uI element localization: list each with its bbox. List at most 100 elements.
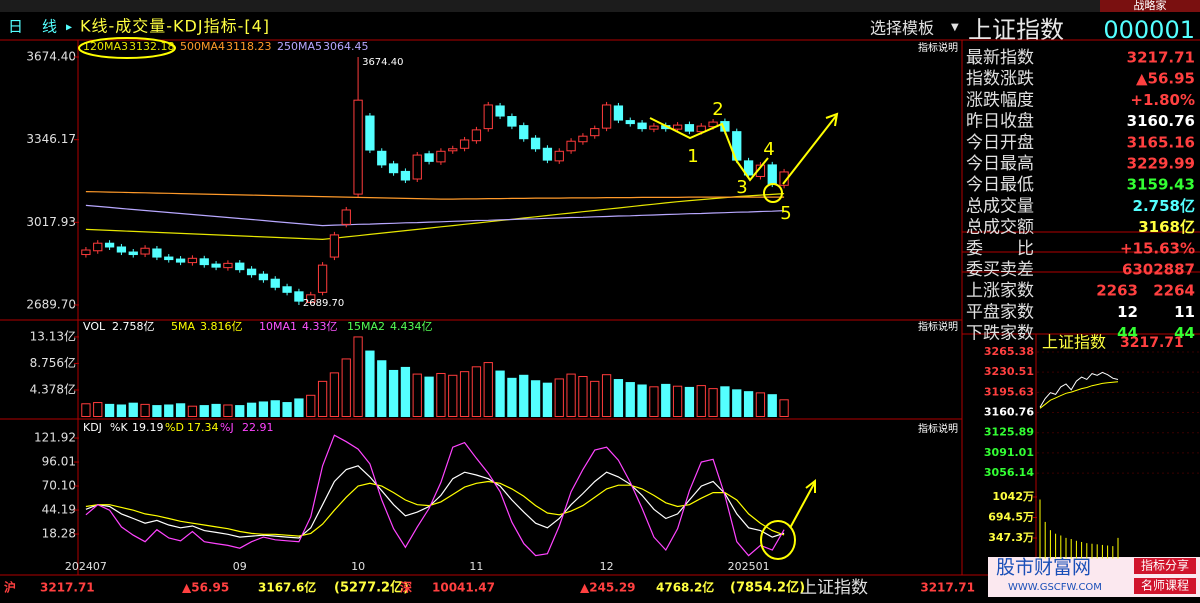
quote-label: 下跌家数 [966, 324, 1034, 344]
quote-label: 上涨家数 [966, 281, 1034, 301]
amount-total: (7854.2亿) [730, 580, 805, 596]
quote-label: 平盘家数 [966, 302, 1034, 322]
volume-bar [448, 374, 458, 418]
candle-body [495, 105, 505, 117]
volume-bar [128, 402, 138, 418]
y-tick-label: 121.92 [34, 431, 76, 445]
tag[interactable]: 名师课程 [1141, 578, 1189, 593]
indicator-help[interactable]: 指标说明 [918, 422, 958, 435]
legend-name: 15MA2 [347, 320, 385, 333]
candle-body [436, 150, 446, 163]
tag[interactable]: 指标分享 [1141, 558, 1189, 573]
volume-bar [566, 373, 576, 418]
quote-value: +1.80% [1130, 91, 1195, 109]
volume-bar [471, 366, 482, 417]
indicator-help[interactable]: 指标说明 [918, 320, 958, 333]
amount-total: (5277.2亿) [334, 580, 409, 596]
status-index: 3217.71 [920, 581, 975, 595]
tag-box[interactable] [1134, 578, 1196, 594]
volume-bar [329, 372, 340, 417]
mini-y-tick-label: 3125.89 [984, 426, 1034, 439]
legend-value: 3118.23 [226, 40, 272, 53]
y-tick-label: 3346.17 [26, 132, 76, 146]
kdj-line [85, 465, 785, 539]
mini-vol-tick-label: 347.3万 [988, 531, 1034, 544]
volume-bar [424, 376, 434, 417]
legend-title: KDJ [83, 421, 102, 434]
candle-body [152, 248, 162, 258]
volume-bar [459, 371, 470, 417]
quote-label: 指数涨跌 [966, 69, 1034, 89]
legend-name: 120MA3 [83, 40, 128, 53]
quote-label: 总成交额 [966, 218, 1034, 238]
mini-y-tick-label: 3195.63 [984, 385, 1034, 398]
quote-value: 2264 [1153, 282, 1195, 300]
volume-bar [104, 403, 115, 418]
volume-bar [377, 360, 387, 417]
candle-body [353, 99, 363, 195]
period[interactable]: 线 [42, 18, 57, 36]
volume-bar [436, 372, 446, 417]
wave-label: 5 [780, 203, 791, 224]
quote-value: 3159.43 [1127, 176, 1195, 194]
legend-value: 3.816亿 [200, 320, 243, 333]
quote-value: 44 [1174, 324, 1195, 342]
wave-line [649, 117, 769, 182]
candle-body [235, 262, 245, 271]
candle-body [578, 135, 588, 143]
quote-label: 总成交量 [966, 196, 1034, 216]
watermark-site: 股市财富网 [996, 557, 1091, 579]
candle-body [388, 163, 399, 174]
quote-value: ▲56.95 [1136, 70, 1195, 88]
markup [78, 37, 839, 560]
arrow-head [825, 112, 839, 127]
volume-bar [353, 336, 363, 417]
volume-bar [152, 405, 162, 417]
legend-name: 5MA [171, 320, 195, 333]
quote-label: 今日最低 [966, 175, 1034, 195]
volume-bar [495, 370, 505, 417]
y-tick-label: 70.10 [42, 479, 76, 493]
volume-bar [519, 374, 529, 418]
legend-value: 3132.18 [129, 40, 175, 53]
volume-bar [661, 383, 671, 417]
candle-body [424, 153, 434, 162]
quote-value: 3217.71 [1127, 49, 1195, 67]
quote-value: 3168亿 [1138, 218, 1195, 236]
candle-body [767, 164, 777, 185]
candle-body [93, 242, 103, 252]
mini-y-tick-label: 3265.38 [984, 345, 1034, 358]
candle-body [377, 150, 387, 166]
candle-body [400, 170, 411, 181]
volume-bar [140, 403, 150, 418]
candle-body [566, 140, 576, 152]
volume-bar [187, 405, 198, 417]
legend-value: 19.19 [132, 421, 164, 434]
candle-body [708, 121, 718, 128]
legend-name: VOL [83, 320, 106, 333]
mini-title: 上证指数 [1042, 333, 1106, 352]
period[interactable]: 日 [8, 18, 23, 36]
candle-body [601, 104, 612, 129]
indicator-help[interactable]: 指标说明 [918, 41, 958, 54]
highlight-ellipse [760, 520, 796, 560]
candle-body [294, 291, 304, 302]
arrow [782, 115, 837, 185]
template-select[interactable]: 选择模板 [870, 19, 934, 38]
candle-body [448, 148, 458, 152]
y-tick-label: 2689.70 [26, 297, 76, 311]
y-tick-label: 3674.40 [26, 50, 76, 64]
quote-label: 最新指数 [966, 48, 1034, 68]
y-tick-label: 18.28 [42, 527, 76, 541]
x-tick-label: 202501 [728, 560, 770, 573]
volume-bar [175, 403, 186, 418]
quote-label: 今日最高 [966, 154, 1034, 174]
candle-body [412, 154, 422, 180]
candle-body [613, 105, 624, 121]
brand-box[interactable] [1100, 0, 1200, 12]
quote-value: 12 [1117, 303, 1138, 321]
brand[interactable]: 战略家 [1134, 0, 1167, 12]
tag-box[interactable] [1134, 558, 1196, 574]
dropdown-icon[interactable]: ▼ [951, 22, 959, 33]
ma-line [85, 193, 785, 241]
